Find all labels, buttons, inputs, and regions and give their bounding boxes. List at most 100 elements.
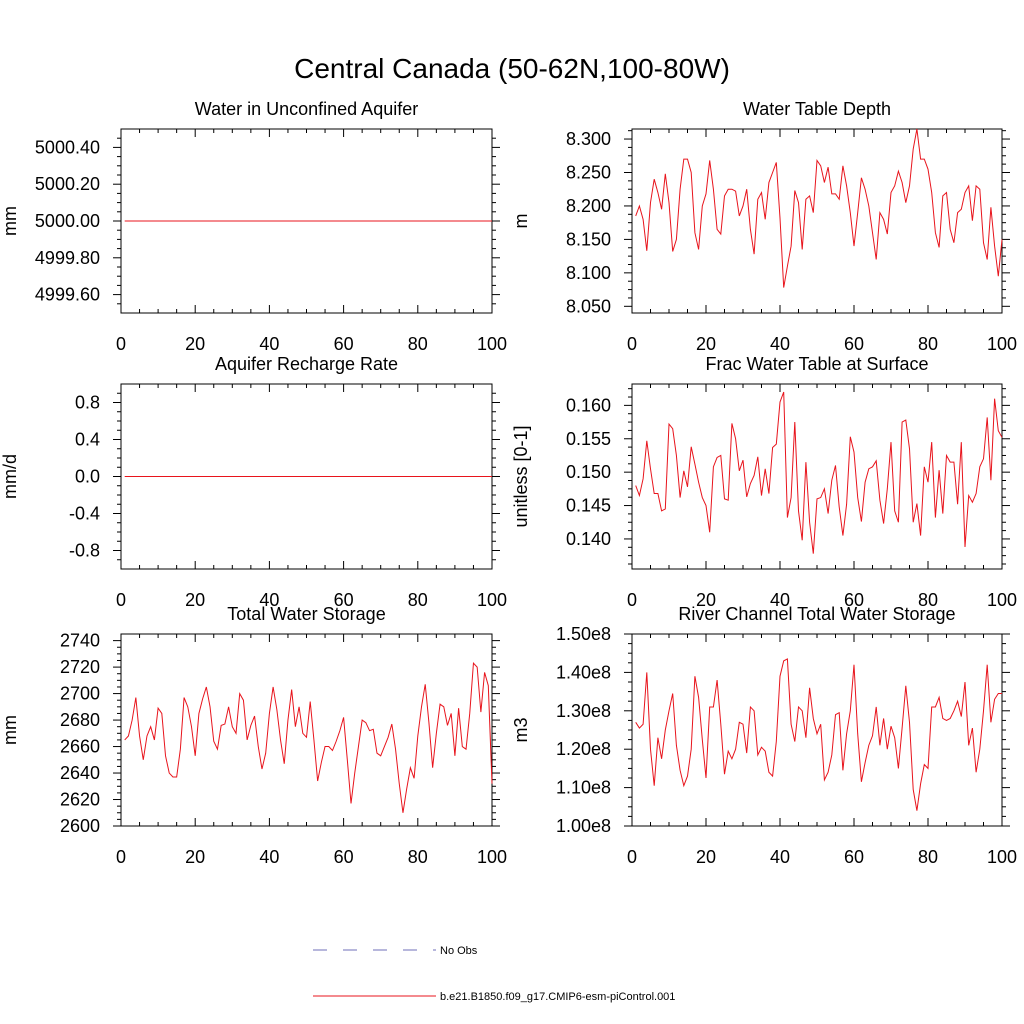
plot-frame	[631, 633, 1003, 827]
x-tick-label: 0	[627, 847, 637, 867]
y-tick-label: 5000.00	[35, 211, 100, 231]
y-tick-label: 4999.80	[35, 248, 100, 268]
y-tick-label: 5000.40	[35, 137, 100, 157]
plot-frame	[631, 128, 1003, 314]
panel-p5: Total Water Storage mm 0 20 40 60 80 100 2600 262…	[0, 604, 507, 867]
x-tick-label: 80	[918, 590, 938, 610]
x-tick-label: 80	[408, 590, 428, 610]
x-tick-label: 0	[116, 590, 126, 610]
y-tick-label: 1.40e8	[556, 662, 611, 682]
x-tick-label: 60	[844, 334, 864, 354]
panel-p1: Water in Unconfined Aquifer mm 0 20 40 60 80 10…	[0, 99, 507, 354]
y-tick-label: 2660	[60, 737, 100, 757]
y-tick-label: 0.0	[75, 467, 100, 487]
x-tick-label: 20	[696, 334, 716, 354]
x-tick-label: 20	[185, 847, 205, 867]
panel-p3: Aquifer Recharge Rate mm/d 0 20 40 60 80 100 -0.…	[0, 354, 507, 610]
x-tick-label: 40	[770, 590, 790, 610]
plot-frame	[631, 383, 1003, 570]
x-tick-label: 80	[408, 334, 428, 354]
x-tick-label: 20	[696, 847, 716, 867]
y-tick-label: 8.250	[566, 162, 611, 182]
figure-title: Central Canada (50-62N,100-80W)	[294, 53, 730, 84]
x-tick-label: 60	[844, 847, 864, 867]
y-axis-label: m	[511, 214, 531, 229]
x-tick-label: 0	[116, 847, 126, 867]
y-axis-label: m3	[511, 717, 531, 742]
x-tick-label: 60	[334, 590, 354, 610]
y-tick-label: 0.145	[566, 496, 611, 516]
x-tick-label: 40	[770, 334, 790, 354]
panel-title: Frac Water Table at Surface	[705, 354, 928, 374]
y-tick-label: 2740	[60, 631, 100, 651]
x-tick-label: 100	[987, 590, 1017, 610]
series-line	[124, 661, 493, 813]
x-tick-label: 80	[408, 847, 428, 867]
y-tick-label: -0.4	[69, 504, 100, 524]
y-axis-label: mm	[0, 715, 20, 745]
x-tick-label: 40	[259, 334, 279, 354]
x-tick-label: 100	[987, 847, 1017, 867]
x-tick-label: 60	[334, 847, 354, 867]
y-tick-label: 2600	[60, 816, 100, 836]
series-line	[635, 658, 1002, 811]
y-axis-label: mm	[0, 206, 20, 236]
legend-item-model-run: b.e21.B1850.f09_g17.CMIP6-esm-piControl.…	[313, 991, 675, 1003]
y-tick-label: 1.00e8	[556, 816, 611, 836]
x-tick-label: 40	[770, 847, 790, 867]
panel-p4: Frac Water Table at Surface unitless [0-1…	[511, 354, 1017, 610]
y-tick-label: 0.160	[566, 395, 611, 415]
y-tick-label: 2620	[60, 790, 100, 810]
x-tick-label: 100	[477, 334, 507, 354]
x-tick-label: 100	[987, 334, 1017, 354]
x-tick-label: 0	[627, 590, 637, 610]
x-tick-label: 0	[116, 334, 126, 354]
y-tick-label: 8.150	[566, 229, 611, 249]
legend-label-model-run: b.e21.B1850.f09_g17.CMIP6-esm-piControl.…	[440, 991, 675, 1003]
y-tick-label: 1.50e8	[556, 624, 611, 644]
x-tick-label: 0	[627, 334, 637, 354]
y-axis-label: mm/d	[0, 454, 20, 499]
y-tick-label: 0.150	[566, 462, 611, 482]
y-tick-label: 2700	[60, 684, 100, 704]
panel-title: Aquifer Recharge Rate	[215, 354, 398, 374]
y-tick-label: 8.200	[566, 196, 611, 216]
panel-title: River Channel Total Water Storage	[678, 604, 955, 624]
x-tick-label: 100	[477, 847, 507, 867]
y-tick-label: 0.140	[566, 529, 611, 549]
legend: No Obs b.e21.B1850.f09_g17.CMIP6-esm-piC…	[313, 945, 675, 1003]
y-tick-label: 4999.60	[35, 285, 100, 305]
y-tick-label: 2680	[60, 710, 100, 730]
y-tick-label: 2640	[60, 763, 100, 783]
x-tick-label: 20	[185, 590, 205, 610]
panel-title: Water in Unconfined Aquifer	[195, 99, 418, 119]
series-line	[635, 391, 1003, 554]
y-tick-label: 8.100	[566, 263, 611, 283]
panel-p2: Water Table Depth m 0 20 40 60 80 100 8.050 8.100…	[511, 99, 1017, 354]
y-tick-label: 8.300	[566, 129, 611, 149]
legend-item-no-obs: No Obs	[313, 945, 478, 957]
y-tick-label: 0.155	[566, 429, 611, 449]
x-tick-label: 40	[259, 590, 279, 610]
y-tick-label: 8.050	[566, 296, 611, 316]
x-tick-label: 20	[185, 334, 205, 354]
panel-title: Water Table Depth	[743, 99, 891, 119]
y-tick-label: 5000.20	[35, 174, 100, 194]
x-tick-label: 100	[477, 590, 507, 610]
y-tick-label: 1.20e8	[556, 739, 611, 759]
panels: Water in Unconfined Aquifer mm 0 20 40 60 80 10…	[0, 99, 1017, 867]
panel-title: Total Water Storage	[227, 604, 385, 624]
panel-p6: River Channel Total Water Storage m3 0 20 40…	[511, 604, 1017, 867]
x-tick-label: 40	[259, 847, 279, 867]
y-tick-label: 0.4	[75, 430, 100, 450]
y-tick-label: 2720	[60, 657, 100, 677]
y-tick-label: 1.10e8	[556, 778, 611, 798]
y-tick-label: 0.8	[75, 393, 100, 413]
y-axis-label: unitless [0-1]	[511, 425, 531, 527]
x-tick-label: 20	[696, 590, 716, 610]
x-tick-label: 80	[918, 847, 938, 867]
x-tick-label: 60	[844, 590, 864, 610]
x-tick-label: 60	[334, 334, 354, 354]
x-tick-label: 80	[918, 334, 938, 354]
series-line	[635, 128, 1003, 288]
